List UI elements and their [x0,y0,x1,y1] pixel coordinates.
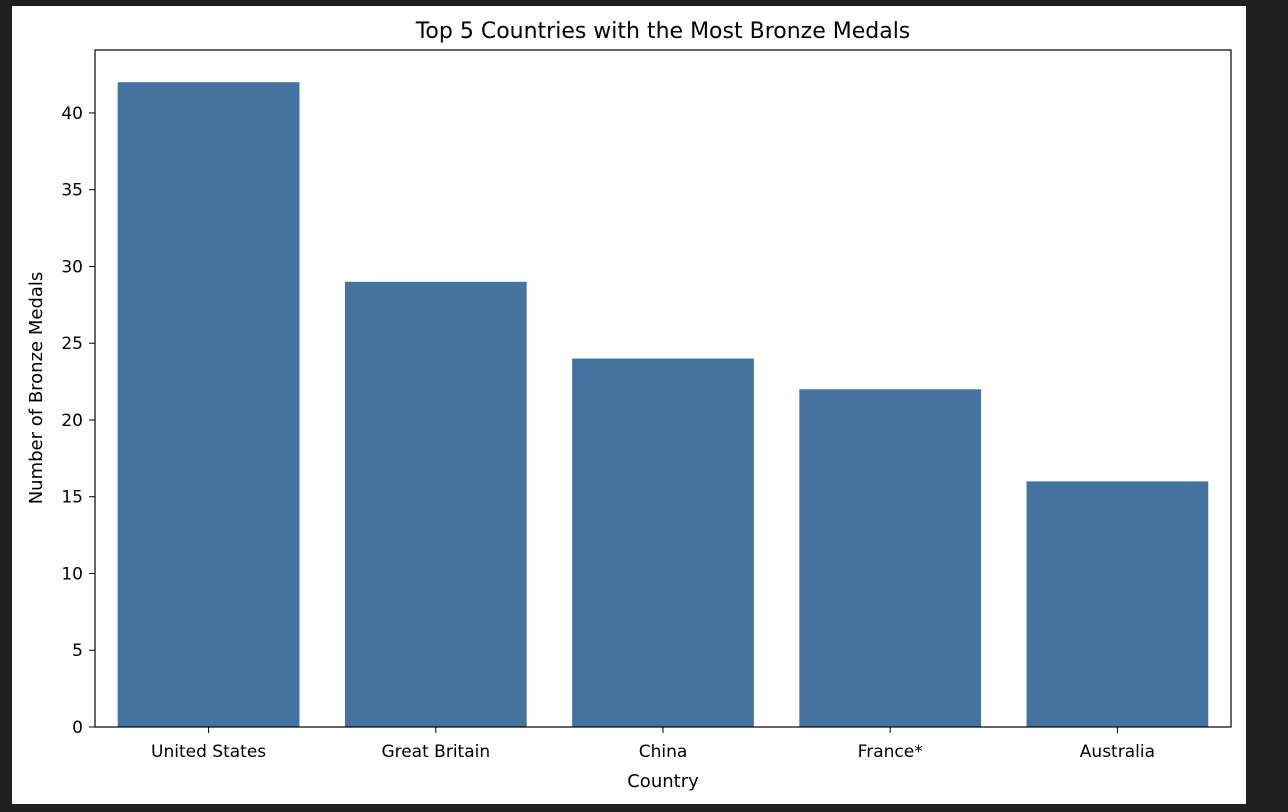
x-axis-ticks: United States Great Britain China France* Au… [151,727,1155,762]
y-axis-ticks: 0 5 10 15 20 25 30 35 40 [61,104,95,738]
y-tick-label: 30 [61,257,83,277]
bars-group [117,82,1209,727]
x-axis-label: Country [627,771,699,792]
x-tick-label: Great Britain [381,742,490,762]
y-tick-label: 10 [61,564,83,584]
bar-china [572,358,754,727]
y-tick-label: 25 [61,334,83,354]
y-tick-label: 35 [61,181,83,201]
x-tick-label: France* [858,742,923,762]
y-tick-label: 5 [72,641,83,661]
y-tick-label: 15 [61,488,83,508]
bar-united-states [117,82,300,727]
chart-figure: Top 5 Countries with the Most Bronze Med… [12,6,1246,804]
plot-frame [94,49,1232,728]
bar-australia [1026,481,1209,727]
x-tick-label: Australia [1080,742,1155,762]
chart-title: Top 5 Countries with the Most Bronze Med… [415,19,911,44]
bar-france [799,389,982,727]
y-tick-label: 40 [61,104,83,124]
bar-great-britain [344,281,527,727]
y-tick-label: 20 [61,411,83,431]
y-axis-label: Number of Bronze Medals [26,272,47,505]
bar-chart: Top 5 Countries with the Most Bronze Med… [26,19,1232,792]
y-tick-label: 0 [72,718,83,738]
x-tick-label: United States [151,742,266,762]
x-tick-label: China [639,742,688,762]
